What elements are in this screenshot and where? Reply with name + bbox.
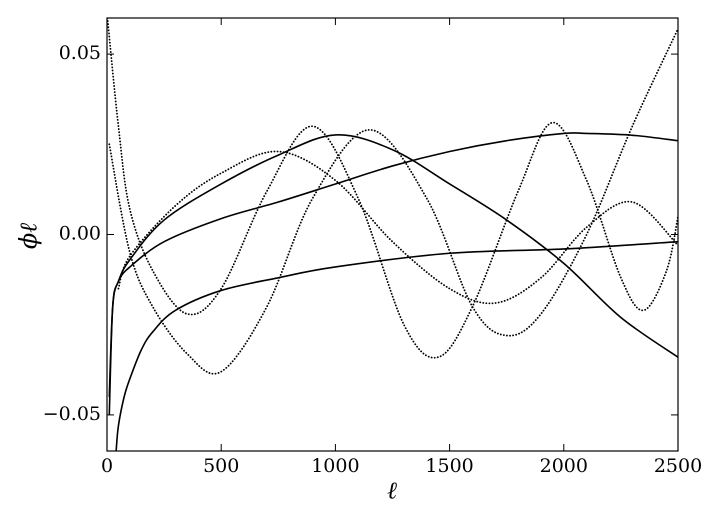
y-tick-label: 0.00 [59,223,101,245]
x-tick-label: 2500 [654,455,702,477]
data-line [117,150,678,305]
y-axis-label: ϕℓ [15,223,43,249]
data-line [108,27,678,375]
x-tick-label: 2000 [540,455,588,477]
x-tick-label: 0 [101,455,113,477]
x-tick-label: 1500 [425,455,473,477]
plot-frame [106,17,679,452]
y-tick-label: 0.05 [59,42,101,64]
data-line [108,132,678,397]
data-line [107,18,678,359]
data-line [115,240,678,451]
y-tick-label: −0.05 [43,403,101,425]
data-line [108,134,678,415]
x-axis-label: ℓ [387,477,397,505]
x-tick-label: 500 [203,455,239,477]
x-tick-label: 1000 [311,455,359,477]
plot-lines [107,18,678,451]
